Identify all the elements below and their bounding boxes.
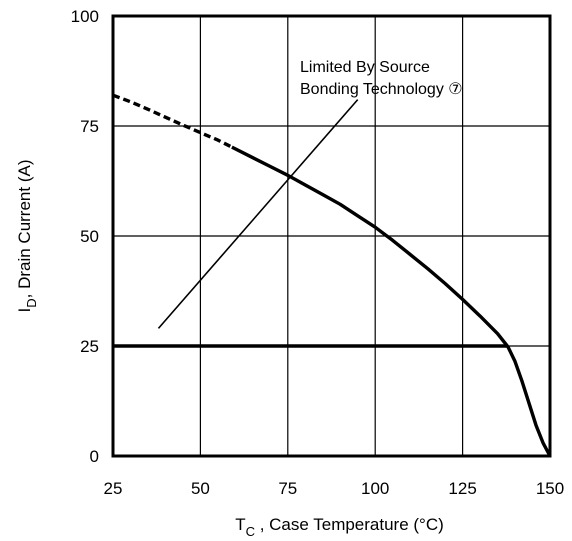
x-label-sub: C: [246, 524, 255, 539]
y-tick-label: 25: [80, 337, 99, 356]
y-label-main: I: [15, 308, 34, 313]
x-label-main: T: [235, 515, 245, 534]
x-axis-label: TC , Case Temperature (°C): [235, 515, 444, 539]
y-axis-label: ID, Drain Current (A): [15, 160, 39, 313]
annotation-line-2: Bonding Technology ⑦: [300, 81, 463, 98]
plot-frame: [111, 14, 552, 458]
x-tick-label: 150: [536, 479, 564, 498]
annotation-line-1: Limited By Source: [300, 59, 430, 76]
x-tick-label: 25: [104, 479, 123, 498]
y-label-sub: D: [24, 298, 39, 307]
tick-labels: 25 50 75 100 125 150 0 25 50 75 100: [71, 7, 565, 498]
series-line-2: [231, 145, 552, 457]
annotation-pointer-line: [157, 99, 359, 329]
x-tick-label: 50: [191, 479, 210, 498]
y-tick-label: 100: [71, 7, 99, 26]
y-label-rest: , Drain Current (A): [15, 160, 34, 299]
series-line-1: [112, 93, 233, 149]
x-label-rest: , Case Temperature (°C): [255, 515, 444, 534]
x-tick-label: 100: [361, 479, 389, 498]
series-layer: [112, 93, 552, 457]
y-tick-label: 75: [80, 117, 99, 136]
y-tick-label: 50: [80, 227, 99, 246]
y-tick-label: 0: [90, 447, 99, 466]
x-tick-label: 125: [448, 479, 476, 498]
x-tick-label: 75: [278, 479, 297, 498]
